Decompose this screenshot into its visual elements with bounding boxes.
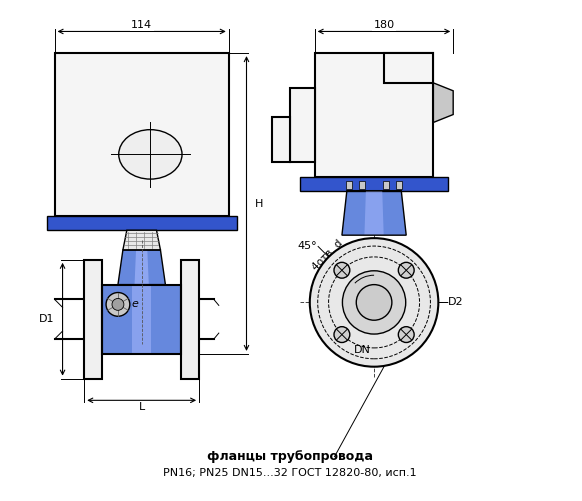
Bar [132, 285, 151, 354]
Text: D1: D1 [39, 314, 55, 324]
Polygon shape [342, 191, 406, 235]
Polygon shape [364, 191, 384, 235]
Circle shape [334, 327, 350, 343]
Bar [396, 181, 402, 189]
Bar [84, 260, 102, 379]
Bar [290, 88, 315, 162]
Polygon shape [434, 83, 453, 122]
Bar [102, 285, 181, 354]
Text: 4отв. d: 4отв. d [310, 238, 345, 273]
Text: L: L [139, 402, 145, 412]
Text: 45°: 45° [297, 241, 317, 251]
Text: H: H [254, 198, 263, 208]
Ellipse shape [119, 130, 182, 179]
Bar [383, 181, 389, 189]
Text: 114: 114 [131, 20, 152, 30]
Bar [272, 118, 290, 162]
Bar [300, 177, 448, 191]
Text: DN: DN [354, 345, 371, 355]
Circle shape [398, 327, 414, 343]
Polygon shape [118, 250, 165, 285]
Circle shape [112, 299, 124, 310]
Text: PN16; PN25 DN15...32 ГОСТ 12820-80, исп.1: PN16; PN25 DN15...32 ГОСТ 12820-80, исп.… [163, 468, 417, 478]
Circle shape [310, 238, 438, 367]
Polygon shape [134, 250, 149, 285]
Polygon shape [123, 230, 161, 250]
Circle shape [334, 263, 350, 278]
Text: e: e [132, 300, 139, 310]
Bar [102, 285, 181, 354]
Bar [181, 260, 199, 379]
Circle shape [356, 285, 392, 320]
Bar [359, 181, 365, 189]
Circle shape [342, 271, 406, 334]
Bar [315, 53, 434, 177]
Circle shape [106, 293, 130, 316]
Bar [47, 216, 237, 230]
Bar [384, 53, 434, 83]
Circle shape [398, 263, 414, 278]
Bar [346, 181, 352, 189]
Text: D2: D2 [448, 298, 464, 308]
Bar [55, 53, 229, 216]
Text: 180: 180 [374, 20, 395, 30]
Text: фланцы трубопровода: фланцы трубопровода [207, 450, 373, 463]
